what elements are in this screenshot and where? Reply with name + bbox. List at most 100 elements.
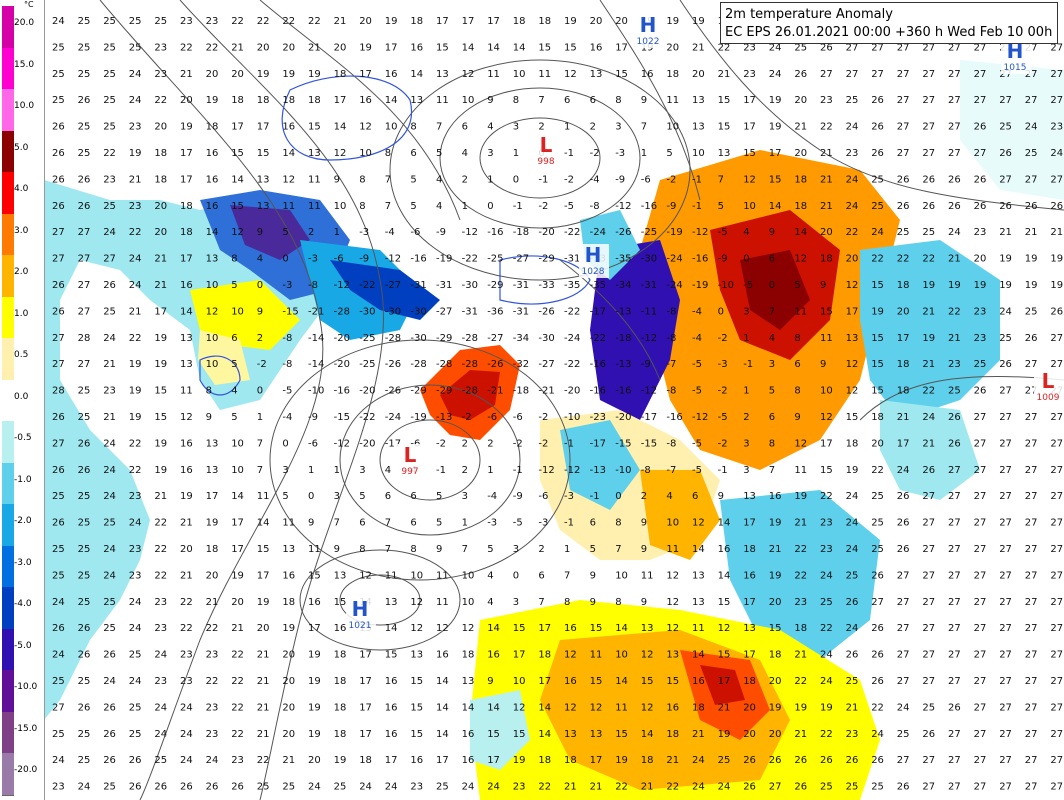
grid-value: 27 (1025, 702, 1038, 713)
grid-value: 26 (846, 650, 859, 661)
grid-value: -2 (436, 438, 446, 449)
grid-value: 25 (334, 782, 347, 793)
grid-value: 16 (385, 69, 398, 80)
grid-value: 27 (922, 676, 935, 687)
isobar (269, 339, 571, 581)
grid-value: 24 (385, 782, 398, 793)
grid-value: 25 (52, 729, 65, 740)
grid-value: 19 (974, 280, 987, 291)
grid-value: 5 (282, 491, 288, 502)
grid-value: 25 (922, 227, 935, 238)
grid-value: 26 (78, 95, 91, 106)
grid-value: 13 (641, 623, 654, 634)
grid-value: 16 (385, 729, 398, 740)
grid-value: 19 (769, 702, 782, 713)
grid-value: -8 (590, 201, 600, 212)
grid-value: 27 (974, 702, 987, 713)
grid-value: -22 (564, 306, 580, 317)
grid-value: 27 (78, 280, 91, 291)
grid-value: 5 (769, 386, 775, 397)
grid-value: 20 (590, 16, 603, 27)
grid-value: 23 (129, 201, 142, 212)
grid-value: 26 (231, 782, 244, 793)
grid-value: 8 (385, 148, 391, 159)
grid-value: -4 (692, 333, 702, 344)
grid-value: 24 (52, 597, 65, 608)
grid-value: 17 (257, 122, 270, 133)
grid-value: 13 (436, 69, 449, 80)
grid-value: 10 (231, 465, 244, 476)
grid-value: 25 (103, 518, 116, 529)
grid-value: 6 (769, 412, 775, 423)
grid-value: 3 (282, 465, 288, 476)
grid-value: -20 (334, 333, 350, 344)
grid-value: 10 (615, 570, 628, 581)
grid-value: -1 (590, 491, 600, 502)
legend-tick-label: -20.0 (14, 765, 38, 775)
grid-value: 25 (154, 16, 167, 27)
grid-value: 26 (743, 782, 756, 793)
grid-value: 11 (436, 95, 449, 106)
grid-value: 19 (308, 69, 321, 80)
grid-value: 27 (871, 69, 884, 80)
grid-value: 27 (846, 69, 859, 80)
pressure-system-type: H (585, 243, 602, 267)
grid-value: 27 (974, 148, 987, 159)
grid-value: 10 (231, 438, 244, 449)
grid-value: 6 (385, 491, 391, 502)
legend-swatch (2, 89, 14, 132)
map-subtitle: EC EPS 26.01.2021 00:00 +360 h Wed Feb 1… (725, 25, 1053, 40)
grid-value: -20 (615, 412, 631, 423)
grid-value: -10 (564, 412, 580, 423)
isobar (439, 87, 641, 229)
grid-value: 23 (129, 570, 142, 581)
grid-value: 15 (564, 42, 577, 53)
grid-value: 26 (948, 438, 961, 449)
grid-value: 27 (922, 518, 935, 529)
grid-value: -16 (692, 254, 708, 265)
grid-value: 24 (820, 676, 833, 687)
grid-value: 16 (206, 148, 219, 159)
grid-value: 5 (231, 280, 237, 291)
grid-value: -8 (282, 333, 292, 344)
grid-value: 27 (999, 491, 1012, 502)
grid-value: 26 (52, 174, 65, 185)
grid-value: 22 (871, 254, 884, 265)
grid-value: 27 (948, 650, 961, 661)
grid-value: 18 (538, 755, 551, 766)
grid-value: 26 (846, 755, 859, 766)
grid-value: 10 (666, 122, 679, 133)
grid-value: 24 (180, 755, 193, 766)
grid-value: 20 (308, 755, 321, 766)
grid-value: 20 (154, 201, 167, 212)
grid-value: 26 (103, 702, 116, 713)
grid-value: 8 (231, 254, 237, 265)
grid-value: 27 (948, 122, 961, 133)
grid-value: 27 (974, 95, 987, 106)
grid-value: 19 (513, 755, 526, 766)
grid-value: -30 (641, 254, 657, 265)
grid-value: 19 (359, 42, 372, 53)
grid-value: 21 (820, 174, 833, 185)
grid-value: 26 (922, 465, 935, 476)
grid-value: -12 (385, 254, 401, 265)
grid-value: -20 (359, 386, 375, 397)
grid-value: 25 (948, 386, 961, 397)
grid-value: 17 (436, 16, 449, 27)
grid-value: 15 (871, 386, 884, 397)
grid-value: 27 (78, 254, 91, 265)
isobar (339, 574, 421, 626)
grid-value: -1 (513, 465, 523, 476)
grid-value: 14 (538, 702, 551, 713)
grid-value: 21 (257, 702, 270, 713)
grid-value: -30 (462, 280, 478, 291)
grid-value: 22 (231, 16, 244, 27)
grid-value: 8 (794, 386, 800, 397)
grid-value: 10 (206, 359, 219, 370)
grid-value: 27 (1025, 174, 1038, 185)
grid-value: 25 (1025, 306, 1038, 317)
grid-value: 5 (794, 280, 800, 291)
grid-value: 26 (52, 201, 65, 212)
grid-value: 18 (794, 174, 807, 185)
grid-value: 23 (129, 491, 142, 502)
